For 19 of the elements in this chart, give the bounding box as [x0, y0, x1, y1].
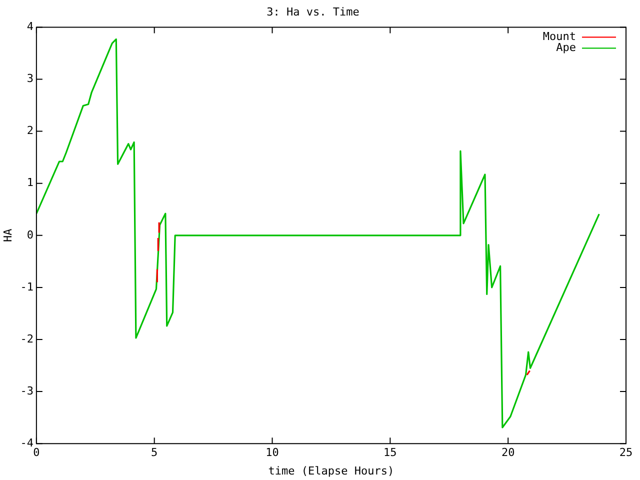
x-axis-title: time (Elapse Hours) — [268, 464, 394, 478]
y-tick-label: 1 — [26, 176, 34, 190]
x-tick-label: 10 — [266, 446, 279, 460]
y-tick-label: -1 — [20, 280, 34, 294]
y-tick-label: -2 — [20, 332, 34, 346]
y-tick-label: -3 — [20, 384, 34, 398]
y-tick-label: -4 — [20, 436, 34, 450]
x-tick-label: 20 — [501, 446, 515, 460]
y-tick-label: 2 — [26, 124, 34, 138]
y-tick-label: 4 — [26, 20, 34, 34]
x-tick-label: 5 — [151, 446, 158, 460]
legend-label: Mount — [542, 30, 576, 44]
y-tick-label: 0 — [26, 228, 34, 242]
y-axis-title: HA — [1, 228, 14, 242]
chart-title: 3: Ha vs. Time — [266, 5, 360, 18]
y-tick-label: 3 — [26, 72, 34, 86]
legend-label: Ape — [556, 41, 576, 54]
x-tick-label: 15 — [384, 446, 397, 460]
x-tick-label: 25 — [619, 446, 633, 460]
